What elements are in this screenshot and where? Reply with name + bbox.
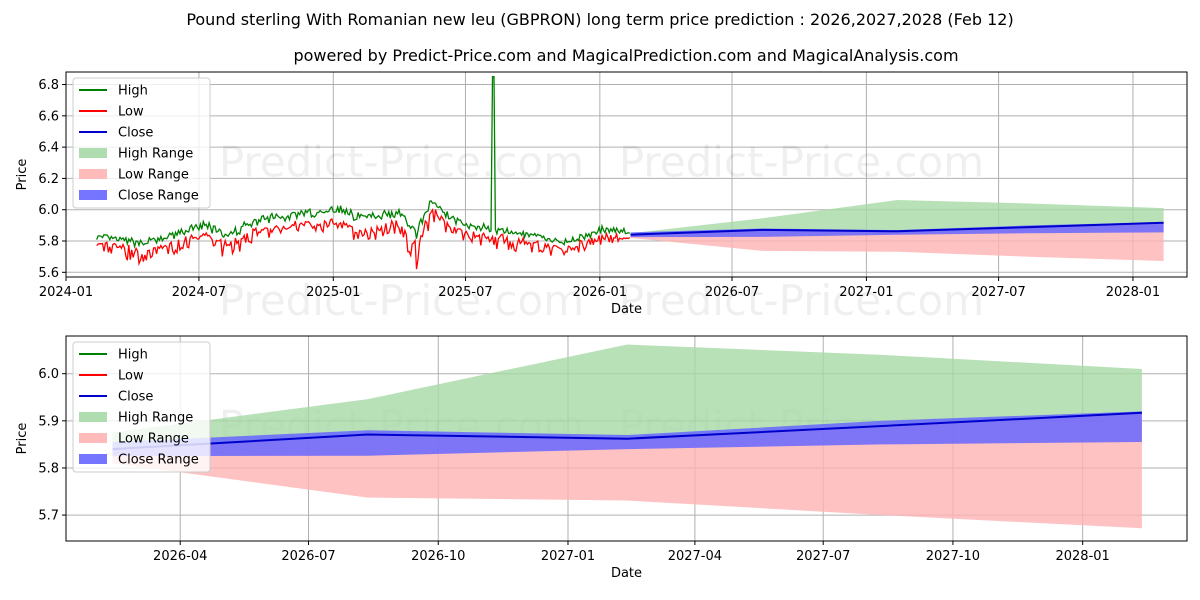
x-tick-label: 2027-01 — [541, 549, 595, 564]
legend: High Low Close High Range Low Range Close Ran… — [72, 341, 211, 473]
legend-entry-label: Low Range — [118, 168, 189, 183]
x-tick-label: 2026-07 — [281, 549, 335, 564]
close-series-line — [630, 221, 1164, 236]
y-tick-label: 5.8 — [38, 235, 59, 250]
watermark-text: Predict-Price.com — [219, 276, 584, 325]
x-tick-label: 2025-07 — [438, 285, 492, 300]
y-axis-label: Price — [15, 159, 30, 191]
x-tick-label: 2026-10 — [411, 549, 465, 564]
plot-area — [96, 76, 1164, 270]
legend-entry-label: Close — [118, 126, 153, 141]
legend-patch-swatch — [79, 169, 107, 179]
chart-subtitle: powered by Predict-Price.com and Magical… — [293, 46, 958, 65]
x-tick-label: 2028-01 — [1055, 549, 1109, 564]
legend-entry-label: High — [118, 348, 148, 363]
watermark-text: Predict-Price.com — [619, 276, 984, 325]
y-tick-label: 5.8 — [38, 461, 59, 476]
legend-entry-label: Close Range — [118, 453, 199, 468]
legend-entry-label: Low — [118, 105, 144, 120]
legend-patch-swatch — [79, 412, 107, 422]
legend-patch-swatch — [79, 148, 107, 158]
high-series-line — [96, 76, 631, 250]
x-tick-label: 2024-01 — [39, 285, 93, 300]
plot-frame — [65, 71, 1188, 278]
watermark-text: Predict-Price.com — [219, 138, 584, 187]
legend-entry-label: Low — [118, 369, 144, 384]
x-tick-label: 2026-07 — [705, 285, 759, 300]
x-tick-label: 2027-04 — [668, 549, 722, 564]
close-range-area — [630, 222, 1164, 238]
x-tick-label: 2026-01 — [573, 285, 627, 300]
y-tick-label: 6.2 — [38, 172, 59, 187]
watermark-text: Predict-Price.com — [619, 138, 984, 187]
legend-entry-label: High Range — [118, 411, 193, 426]
y-tick-label: 6.4 — [38, 141, 59, 156]
y-tick-label: 6.8 — [38, 78, 59, 93]
close-range-area — [112, 411, 1142, 457]
x-tick-label: 2028-01 — [1106, 285, 1160, 300]
y-tick-label: 5.7 — [38, 509, 59, 524]
x-tick-label: 2027-07 — [971, 285, 1025, 300]
plot-area — [112, 344, 1142, 529]
close-series-line — [112, 411, 1142, 451]
y-axis-label: Price — [15, 423, 30, 455]
legend-entry-label: Close Range — [118, 189, 199, 204]
x-tick-label: 2026-04 — [153, 549, 207, 564]
legend-entry-label: Close — [118, 390, 153, 405]
y-tick-label: 6.6 — [38, 109, 59, 124]
y-tick-label: 5.6 — [38, 266, 59, 281]
x-tick-label: 2027-01 — [839, 285, 893, 300]
x-axis-label: Date — [611, 566, 642, 581]
history-panel: 5.6 5.8 6.0 6.2 6.4 6.6 6.8 2024-01 2024-07 2025-… — [15, 71, 1188, 325]
legend-entry-label: High Range — [118, 147, 193, 162]
y-tick-label: 6.0 — [38, 367, 59, 382]
plot-frame — [65, 335, 1188, 542]
legend-box — [72, 77, 211, 209]
x-tick-label: 2027-07 — [796, 549, 850, 564]
legend-box — [72, 341, 211, 473]
x-tick-label: 2025-01 — [306, 285, 360, 300]
legend-patch-swatch — [79, 433, 107, 443]
legend-entry-label: Low Range — [118, 432, 189, 447]
forecast-panel: 5.7 5.8 5.9 6.0 2026-04 2026-07 2026-10 2027-01… — [15, 335, 1188, 581]
chart-title: Pound sterling With Romanian new leu (GB… — [186, 10, 1013, 29]
y-tick-label: 5.9 — [38, 414, 59, 429]
x-axis-label: Date — [611, 302, 642, 317]
y-tick-label: 6.0 — [38, 203, 59, 218]
legend-patch-swatch — [79, 454, 107, 464]
x-tick-label: 2027-10 — [926, 549, 980, 564]
low-series-line — [96, 208, 631, 270]
legend: High Low Close High Range Low Range Close Ran… — [72, 77, 211, 209]
x-tick-label: 2024-07 — [172, 285, 226, 300]
legend-patch-swatch — [79, 190, 107, 200]
legend-entry-label: High — [118, 84, 148, 99]
